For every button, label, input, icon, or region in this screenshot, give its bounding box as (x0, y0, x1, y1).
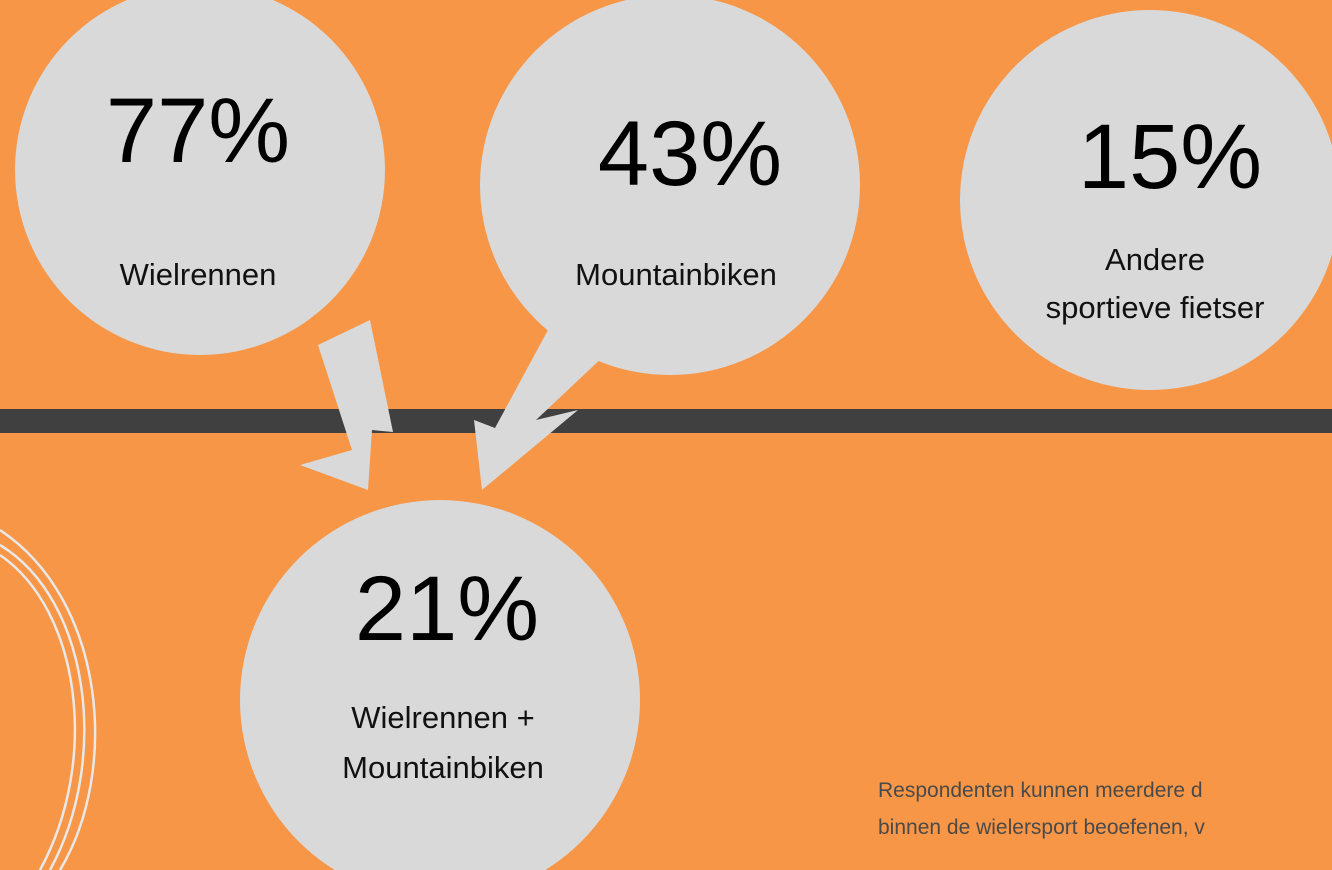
percentage: 15% (1078, 106, 1262, 208)
bubble (960, 10, 1332, 390)
arrow (300, 320, 393, 490)
percentage: 21% (355, 558, 539, 660)
node-label: Andere (1105, 242, 1205, 277)
node-label: Mountainbiken (575, 257, 777, 292)
node-label: Wielrennen + (351, 700, 535, 735)
bubble (15, 0, 385, 355)
percentage: 77% (106, 80, 290, 182)
arrow (474, 330, 605, 490)
divider-band (0, 409, 1332, 433)
footnote: binnen de wielersport beoefenen, v (878, 816, 1205, 839)
node-label: Mountainbiken (342, 750, 544, 785)
decor-arcs (0, 528, 97, 870)
footnote: Respondenten kunnen meerdere d (878, 779, 1203, 802)
bubble (240, 500, 640, 870)
bubbles (15, 0, 1332, 870)
node-label: sportieve fietser (1046, 290, 1265, 325)
node-label: Wielrennen (120, 257, 277, 292)
bubble (480, 0, 860, 375)
percentage: 43% (598, 103, 782, 205)
